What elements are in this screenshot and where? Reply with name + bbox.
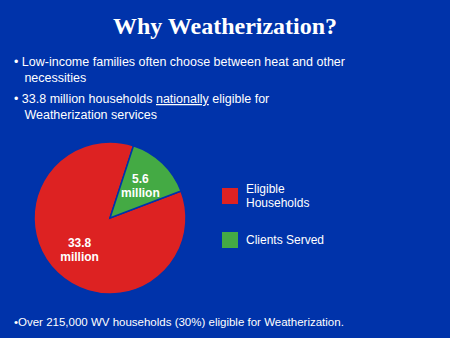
data-label: 5.6million bbox=[121, 172, 160, 200]
slice bbox=[34, 142, 186, 294]
annotation: • Low-income families often choose betwe… bbox=[14, 55, 345, 69]
pie bbox=[34, 142, 186, 294]
data-label-line: million bbox=[121, 186, 160, 200]
data-label-line: million bbox=[60, 250, 99, 264]
annotation: necessities bbox=[14, 71, 86, 85]
legend-entry: Clients Served bbox=[246, 233, 324, 247]
annotation: Weatherization services bbox=[14, 108, 157, 122]
legend-swatch bbox=[222, 188, 238, 204]
annotation: • 33.8 million households bbox=[14, 92, 156, 106]
data-label: 33.8million bbox=[60, 236, 99, 264]
title: Why Weatherization? bbox=[113, 13, 337, 39]
legend-swatch bbox=[222, 232, 238, 248]
background bbox=[0, 0, 450, 338]
data-label-line: 33.8 bbox=[68, 236, 92, 250]
legend-line: Eligible bbox=[246, 182, 285, 196]
slice bbox=[110, 146, 181, 218]
annotation: •Over 215,000 WV households (30%) eligib… bbox=[14, 316, 344, 328]
footer: •Over 215,000 WV households (30%) eligib… bbox=[14, 316, 344, 328]
annotation: eligible for bbox=[209, 92, 269, 106]
data-label-line: 5.6 bbox=[132, 172, 149, 186]
annotation-line: • Low-income families often choose betwe… bbox=[14, 55, 345, 69]
legend-entry: EligibleHouseholds bbox=[246, 182, 309, 210]
legend-line: Households bbox=[246, 196, 309, 210]
annotation-line: necessities bbox=[14, 71, 86, 85]
annotation: nationally bbox=[156, 92, 210, 106]
annotation-line: Weatherization services bbox=[14, 108, 157, 122]
chart: Why Weatherization? • Low-income families… bbox=[0, 0, 450, 338]
legend-line: Clients Served bbox=[246, 233, 324, 247]
annotation-line: • 33.8 million households nationally eli… bbox=[14, 92, 269, 106]
